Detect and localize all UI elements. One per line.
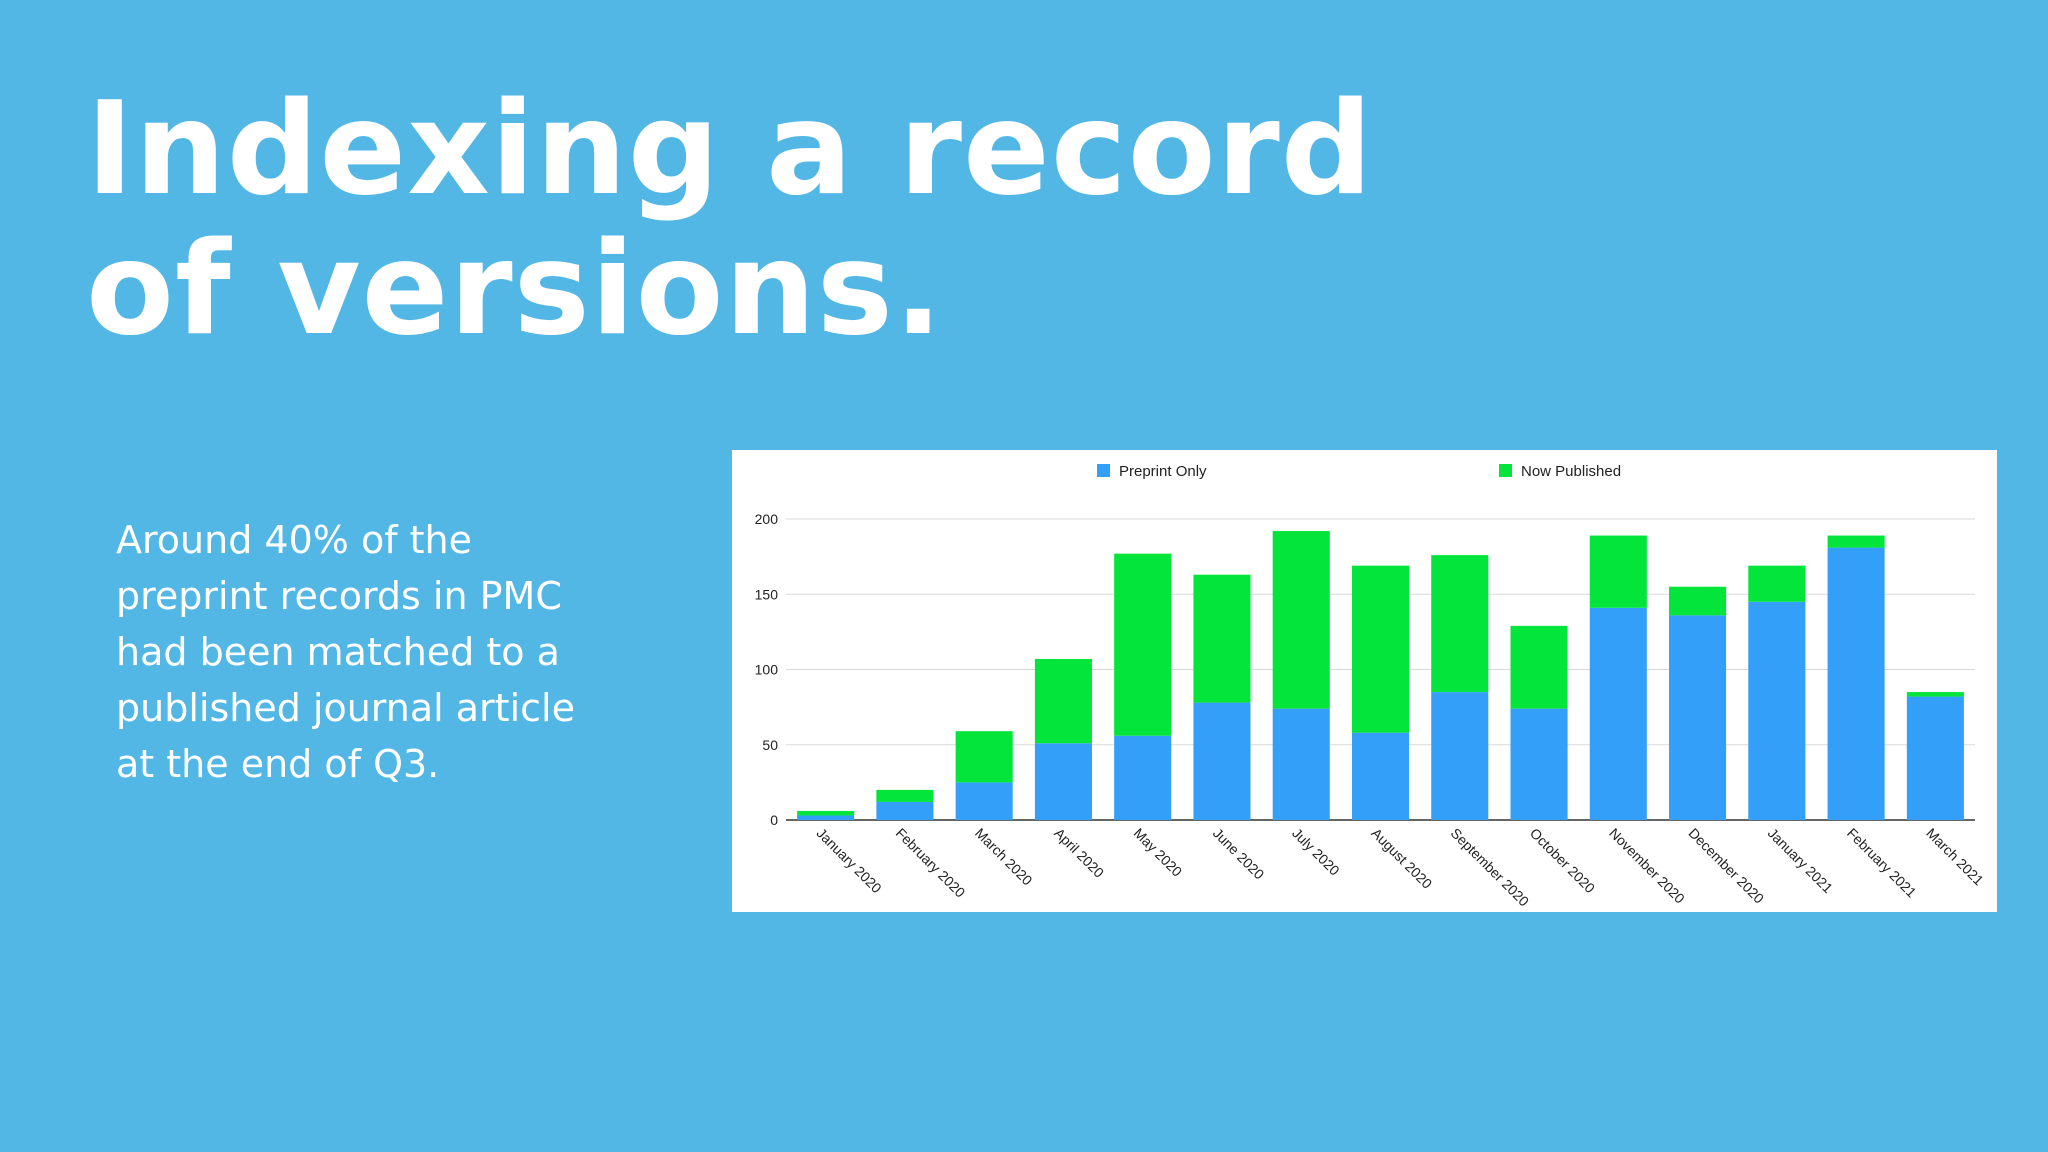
chart-card: 0 50 100 150 200 January 2020 February 2020 Mar… bbox=[732, 450, 1997, 912]
bar-preprint-only bbox=[1351, 732, 1410, 820]
bar-preprint-only bbox=[876, 801, 934, 820]
body-line-2: preprint records in PMC bbox=[116, 574, 562, 618]
bar-now-published bbox=[955, 731, 1013, 783]
y-tick-label: 100 bbox=[755, 662, 779, 678]
bar-now-published bbox=[1193, 574, 1251, 703]
bar-preprint-only bbox=[1589, 607, 1647, 820]
bar-preprint-only bbox=[1193, 702, 1251, 820]
legend-swatch-preprint-only bbox=[1097, 464, 1110, 477]
x-tick-label: October 2020 bbox=[1527, 825, 1598, 896]
y-tick-label: 150 bbox=[755, 586, 779, 602]
x-tick-label: February 2020 bbox=[893, 825, 969, 901]
bar-preprint-only bbox=[1827, 547, 1885, 820]
x-tick-label: April 2020 bbox=[1051, 825, 1107, 881]
bar-now-published bbox=[1510, 625, 1568, 709]
bar-now-published bbox=[1906, 692, 1964, 697]
body-line-4: published journal article bbox=[116, 686, 575, 730]
bar-now-published bbox=[1669, 586, 1727, 616]
body-line-3: had been matched to a bbox=[116, 630, 560, 674]
bar-now-published bbox=[1114, 553, 1172, 736]
x-tick-label: March 2020 bbox=[972, 825, 1036, 889]
bar-now-published bbox=[876, 789, 934, 802]
bar-preprint-only bbox=[955, 782, 1013, 820]
slide-title-line-2: of versions. bbox=[86, 215, 944, 364]
x-tick-label: January 2021 bbox=[1765, 825, 1836, 896]
bar-now-published bbox=[1748, 565, 1806, 602]
y-tick-label: 50 bbox=[762, 737, 778, 753]
x-tick-label: July 2020 bbox=[1289, 825, 1343, 879]
bar-preprint-only bbox=[797, 815, 855, 820]
x-tick-label: December 2020 bbox=[1685, 825, 1767, 907]
slide-title: Indexing a record of versions. bbox=[86, 80, 1373, 360]
bar-preprint-only bbox=[1906, 696, 1964, 820]
bar-preprint-only bbox=[1272, 708, 1330, 820]
bar-now-published bbox=[1589, 535, 1647, 608]
legend-swatch-now-published bbox=[1499, 464, 1512, 477]
body-line-1: Around 40% of the bbox=[116, 518, 473, 562]
bar-preprint-only bbox=[1669, 615, 1727, 820]
slide-title-line-1: Indexing a record bbox=[86, 75, 1374, 224]
y-tick-label: 200 bbox=[755, 511, 779, 527]
x-tick-label: May 2020 bbox=[1131, 825, 1186, 880]
bar-now-published bbox=[1351, 565, 1410, 733]
bar-preprint-only bbox=[1510, 708, 1568, 820]
bar-now-published bbox=[1431, 555, 1489, 693]
slide-body-text: Around 40% of the preprint records in PM… bbox=[116, 512, 636, 792]
legend-label-now-published: Now Published bbox=[1521, 463, 1621, 480]
x-tick-label: March 2021 bbox=[1923, 825, 1987, 889]
bar-preprint-only bbox=[1748, 601, 1806, 820]
y-tick-label: 0 bbox=[770, 812, 778, 828]
bar-preprint-only bbox=[1431, 692, 1489, 820]
bar-now-published bbox=[1034, 658, 1092, 744]
bar-now-published bbox=[1272, 531, 1330, 709]
x-tick-label: November 2020 bbox=[1606, 825, 1688, 907]
legend-label-preprint-only: Preprint Only bbox=[1119, 463, 1207, 480]
x-tick-label: February 2021 bbox=[1844, 825, 1920, 901]
x-tick-label: January 2020 bbox=[814, 825, 885, 896]
x-tick-label: September 2020 bbox=[1448, 825, 1533, 910]
body-line-5: at the end of Q3. bbox=[116, 742, 440, 786]
bar-now-published bbox=[797, 810, 855, 816]
x-tick-label: August 2020 bbox=[1368, 825, 1435, 892]
x-tick-label: June 2020 bbox=[1210, 825, 1268, 883]
bar-now-published bbox=[1827, 535, 1885, 548]
bar-preprint-only bbox=[1114, 735, 1172, 820]
bar-preprint-only bbox=[1034, 743, 1092, 820]
